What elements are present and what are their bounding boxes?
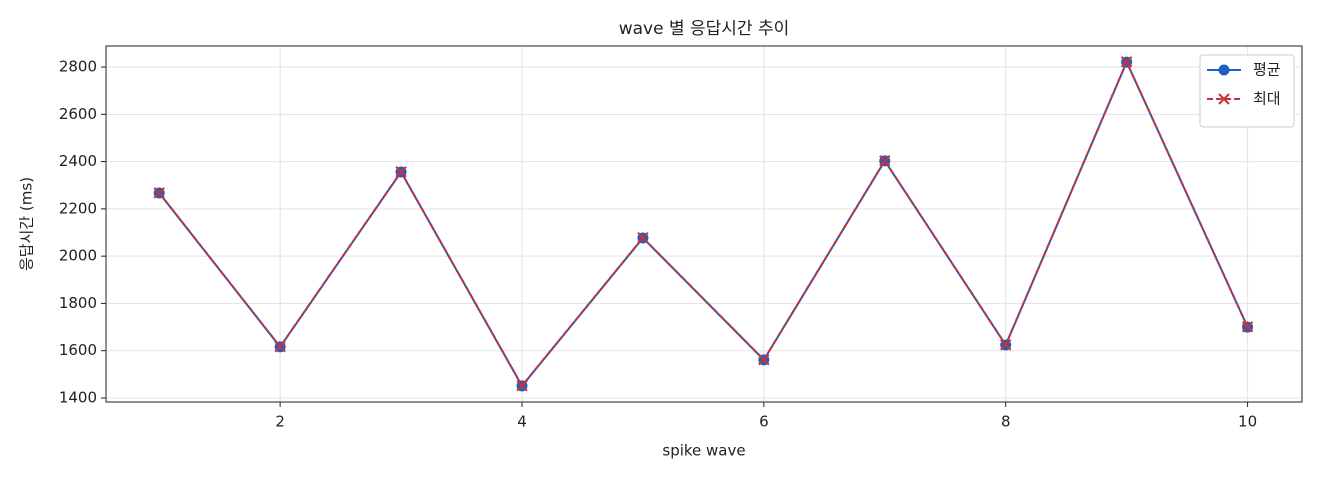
marker-x bbox=[879, 154, 891, 167]
chart-title: wave 별 응답시간 추이 bbox=[619, 19, 790, 39]
marker-dot bbox=[1218, 64, 1230, 76]
y-tick-label: 2800 bbox=[59, 58, 97, 76]
x-tick-label: 2 bbox=[275, 413, 285, 431]
marker-x bbox=[1241, 321, 1254, 333]
marker-x bbox=[1000, 339, 1012, 351]
marker-x bbox=[758, 353, 770, 366]
marker-x bbox=[1120, 56, 1133, 68]
marker-x bbox=[395, 166, 407, 178]
y-tick-label: 1400 bbox=[59, 388, 97, 406]
y-tick-label: 2000 bbox=[59, 247, 97, 265]
x-tick-label: 4 bbox=[517, 413, 527, 431]
legend-label: 평균 bbox=[1253, 61, 1281, 79]
x-axis-label: spike wave bbox=[662, 442, 745, 460]
x-tick-label: 8 bbox=[1001, 413, 1011, 431]
marker-x bbox=[1218, 93, 1230, 105]
marker-x bbox=[637, 232, 649, 244]
legend-label: 최대 bbox=[1253, 90, 1281, 108]
y-tick-label: 2600 bbox=[59, 105, 97, 123]
y-tick-label: 1800 bbox=[59, 294, 97, 312]
y-tick-label: 2400 bbox=[59, 152, 97, 170]
x-tick-label: 6 bbox=[759, 413, 769, 431]
y-tick-label: 2200 bbox=[59, 199, 97, 217]
x-tick-label: 10 bbox=[1238, 413, 1257, 431]
series-line bbox=[158, 59, 1249, 388]
y-tick-label: 1600 bbox=[59, 341, 97, 359]
marker-x bbox=[153, 187, 165, 199]
plot-frame bbox=[105, 45, 1303, 403]
y-axis-label: 응답시간 (ms) bbox=[18, 177, 36, 271]
marker-x bbox=[274, 340, 286, 353]
marker-x bbox=[516, 379, 528, 392]
